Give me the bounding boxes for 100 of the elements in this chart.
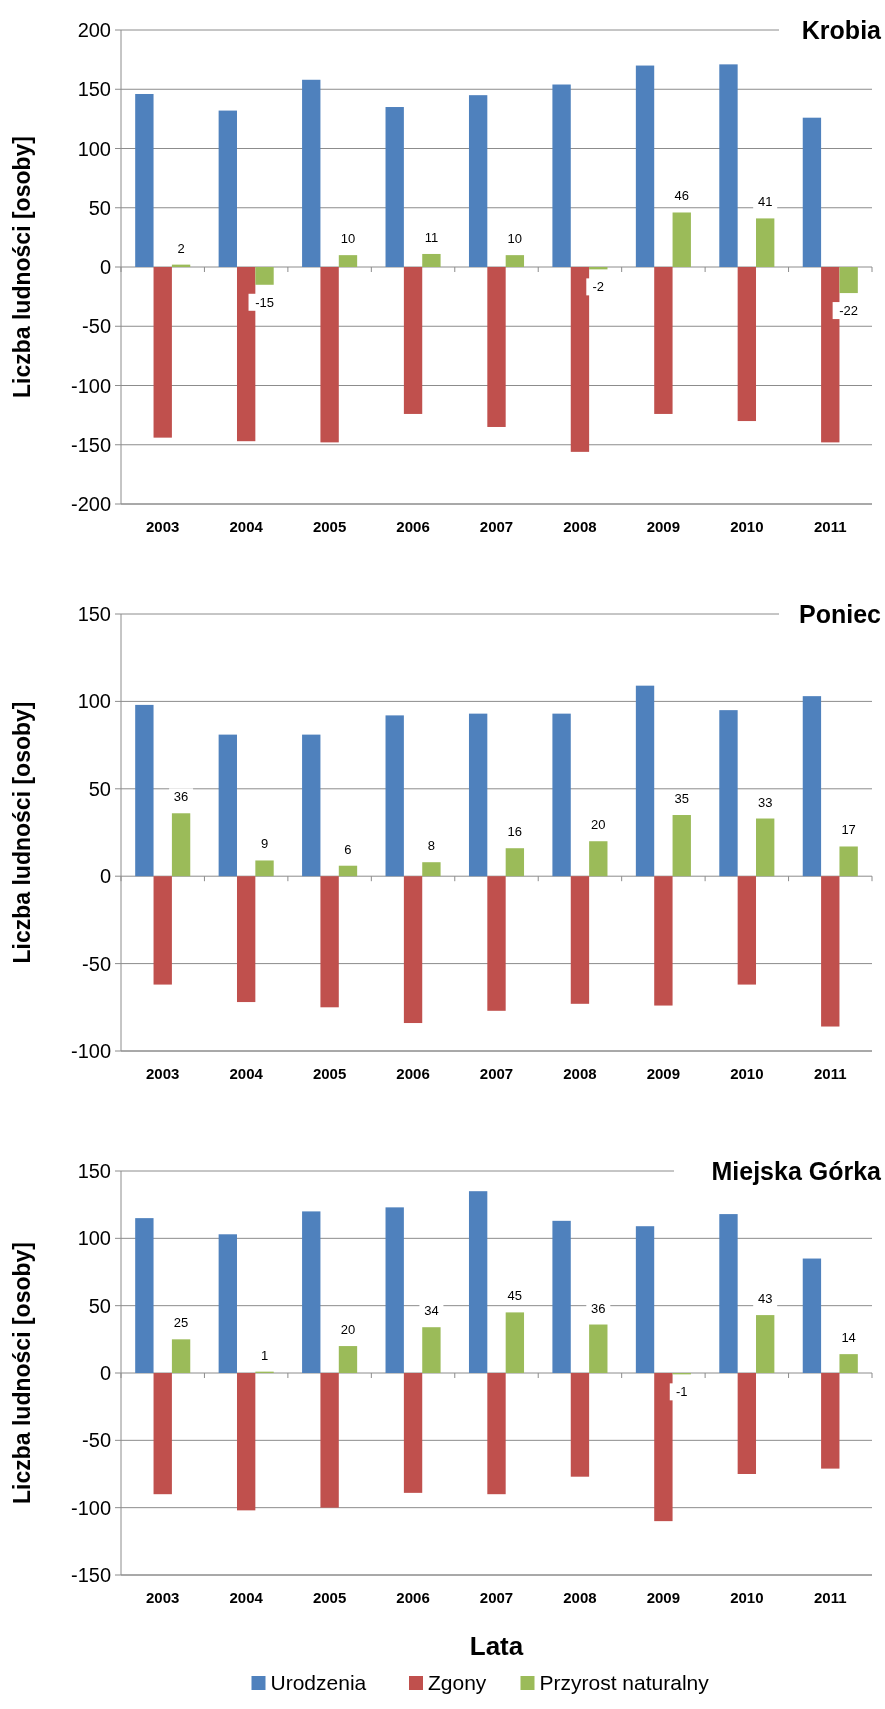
bar	[487, 876, 506, 1011]
bar	[255, 267, 274, 285]
y-tick-label: 0	[99, 1362, 111, 1384]
bar	[385, 107, 404, 267]
bar	[505, 255, 525, 267]
data-label: -15	[255, 294, 274, 310]
bar	[570, 1373, 590, 1477]
data-label: 8	[427, 838, 436, 854]
x-tick-label: 2011	[814, 1065, 847, 1082]
bar	[385, 1207, 404, 1373]
bar	[570, 876, 590, 1004]
bar	[422, 1327, 441, 1373]
y-tick-label: 100	[77, 1227, 111, 1250]
y-tick-label: -100	[70, 1040, 111, 1062]
x-tick-label: 2005	[312, 1589, 347, 1606]
bar	[505, 848, 525, 877]
y-tick-label: -150	[70, 433, 111, 456]
x-tick-label: 2010	[730, 518, 764, 535]
bar	[302, 734, 321, 877]
bar	[821, 1373, 840, 1469]
data-label: -22	[839, 303, 859, 319]
bar	[135, 704, 154, 877]
x-tick-label: 2010	[730, 1589, 764, 1606]
bar	[422, 253, 441, 267]
bar	[320, 267, 339, 443]
bar	[468, 1191, 488, 1373]
data-label: 41	[757, 194, 773, 210]
data-label: 1	[260, 1347, 269, 1363]
y-tick-label: -100	[70, 374, 111, 397]
x-tick-label: 2004	[229, 518, 264, 535]
bar	[153, 876, 172, 985]
x-tick-label: 2003	[146, 1589, 180, 1606]
bar	[635, 685, 655, 877]
x-tick-label: 2003	[146, 518, 180, 535]
bar	[654, 267, 673, 414]
data-label: 6	[344, 841, 352, 857]
bar	[672, 815, 691, 877]
x-tick-label: 2010	[730, 1065, 764, 1082]
y-tick-label: 50	[88, 777, 111, 800]
data-label: 43	[757, 1291, 773, 1307]
y-tick-label: -100	[70, 1496, 111, 1519]
data-label: 46	[674, 188, 689, 204]
bar	[218, 1234, 237, 1373]
bar	[635, 65, 655, 267]
bar	[338, 255, 358, 267]
bar	[737, 876, 757, 985]
bar	[171, 813, 191, 877]
data-label: 20	[340, 1322, 356, 1338]
bar	[487, 267, 506, 427]
bar	[802, 117, 822, 267]
y-tick-label: 100	[77, 137, 111, 160]
bar	[338, 1346, 358, 1373]
data-label: -1	[675, 1384, 688, 1400]
bar	[487, 1373, 506, 1495]
bar	[302, 79, 321, 267]
y-tick-label: -150	[70, 1564, 111, 1586]
bar	[756, 1315, 775, 1373]
bar	[756, 218, 775, 267]
bar	[255, 860, 274, 877]
bar	[756, 818, 775, 877]
data-label: 36	[591, 1300, 606, 1316]
y-tick-label: 50	[88, 196, 111, 219]
y-tick-label: -50	[82, 952, 111, 975]
x-tick-label: 2007	[479, 518, 514, 535]
y-axis-title: Liczba ludności [osoby]	[9, 1242, 35, 1504]
y-tick-label: 150	[77, 603, 111, 625]
bar	[422, 862, 441, 877]
data-label: 10	[340, 231, 356, 247]
x-tick-label: 2011	[814, 518, 847, 535]
bar	[821, 876, 840, 1027]
bar	[552, 84, 571, 267]
legend-label: Urodzenia	[270, 1671, 367, 1694]
chart-title: Miejska Górka	[711, 1157, 883, 1185]
x-axis-title: Lata	[469, 1631, 524, 1661]
chart-title: Krobia	[801, 16, 883, 44]
bar	[236, 1373, 256, 1511]
data-label: 11	[424, 229, 439, 245]
x-tick-label: 2011	[814, 1589, 847, 1606]
y-tick-label: 150	[77, 78, 111, 101]
x-tick-label: 2008	[563, 1065, 597, 1082]
bar	[403, 1373, 423, 1493]
y-tick-label: 50	[88, 1294, 111, 1317]
bar	[589, 841, 608, 877]
x-tick-label: 2006	[396, 518, 430, 535]
x-tick-label: 2008	[563, 1589, 597, 1606]
bar	[385, 715, 404, 877]
x-tick-label: 2003	[146, 1065, 180, 1082]
bar	[135, 1218, 154, 1373]
x-tick-label: 2005	[312, 518, 347, 535]
bar	[338, 865, 358, 877]
data-label: 16	[507, 824, 523, 840]
data-label: 20	[591, 817, 606, 833]
bar	[403, 267, 423, 414]
bar	[589, 1324, 608, 1373]
data-label: -2	[592, 279, 605, 295]
y-tick-label: 100	[77, 690, 111, 713]
chart-title: Poniec	[799, 600, 882, 628]
bar	[320, 876, 339, 1008]
data-label: 9	[260, 836, 269, 852]
bar	[839, 1354, 858, 1373]
